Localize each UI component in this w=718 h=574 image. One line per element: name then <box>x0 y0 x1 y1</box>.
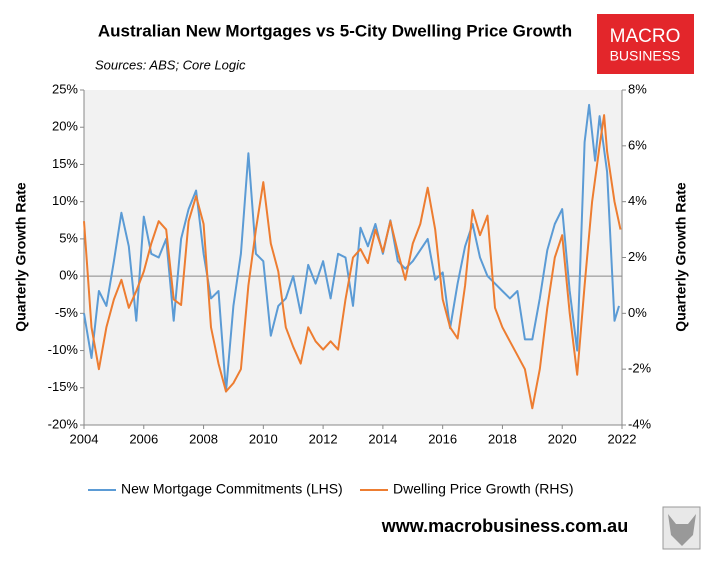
y-tick-label: 15% <box>52 156 78 171</box>
x-tick-label: 2006 <box>129 431 158 446</box>
y2-tick-label: 0% <box>628 305 647 320</box>
y-tick-label: -15% <box>48 379 79 394</box>
x-tick-label: 2016 <box>428 431 457 446</box>
x-tick-label: 2014 <box>368 431 397 446</box>
logo-text: MACRO <box>610 26 681 47</box>
wolf-icon <box>662 506 701 550</box>
x-tick-label: 2022 <box>608 431 637 446</box>
x-tick-label: 2008 <box>189 431 218 446</box>
x-tick-label: 2004 <box>70 431 99 446</box>
x-tick-label: 2018 <box>488 431 517 446</box>
legend-label: New Mortgage Commitments (LHS) <box>121 481 343 497</box>
x-tick-label: 2020 <box>548 431 577 446</box>
series-line <box>83 114 622 410</box>
legend-label: Dwelling Price Growth (RHS) <box>393 481 573 497</box>
y2-tick-label: 6% <box>628 137 647 152</box>
chart-title: Australian New Mortgages vs 5-City Dwell… <box>98 21 572 40</box>
y-tick-label: -10% <box>48 342 79 357</box>
y2-axis-label: Quarterly Growth Rate <box>673 182 689 332</box>
series-line <box>83 103 620 393</box>
x-tick-label: 2010 <box>249 431 278 446</box>
chart-subtitle: Sources: ABS; Core Logic <box>95 57 246 72</box>
logo-text: BUSINESS <box>610 48 681 64</box>
y-axis-label: Quarterly Growth Rate <box>13 182 29 332</box>
y2-tick-label: 4% <box>628 193 647 208</box>
y2-tick-label: 8% <box>628 81 647 96</box>
y2-tick-label: -4% <box>628 416 652 431</box>
logo-box <box>597 14 694 74</box>
y-tick-label: 10% <box>52 193 78 208</box>
y2-tick-label: -2% <box>628 361 652 376</box>
website: www.macrobusiness.com.au <box>381 516 628 536</box>
y-tick-label: 0% <box>59 268 78 283</box>
y-tick-label: 5% <box>59 230 78 245</box>
y-tick-label: 20% <box>52 119 78 134</box>
y-tick-label: -5% <box>55 305 79 320</box>
y-tick-label: 25% <box>52 81 78 96</box>
y2-tick-label: 2% <box>628 249 647 264</box>
y-tick-label: -20% <box>48 416 79 431</box>
x-tick-label: 2012 <box>309 431 338 446</box>
